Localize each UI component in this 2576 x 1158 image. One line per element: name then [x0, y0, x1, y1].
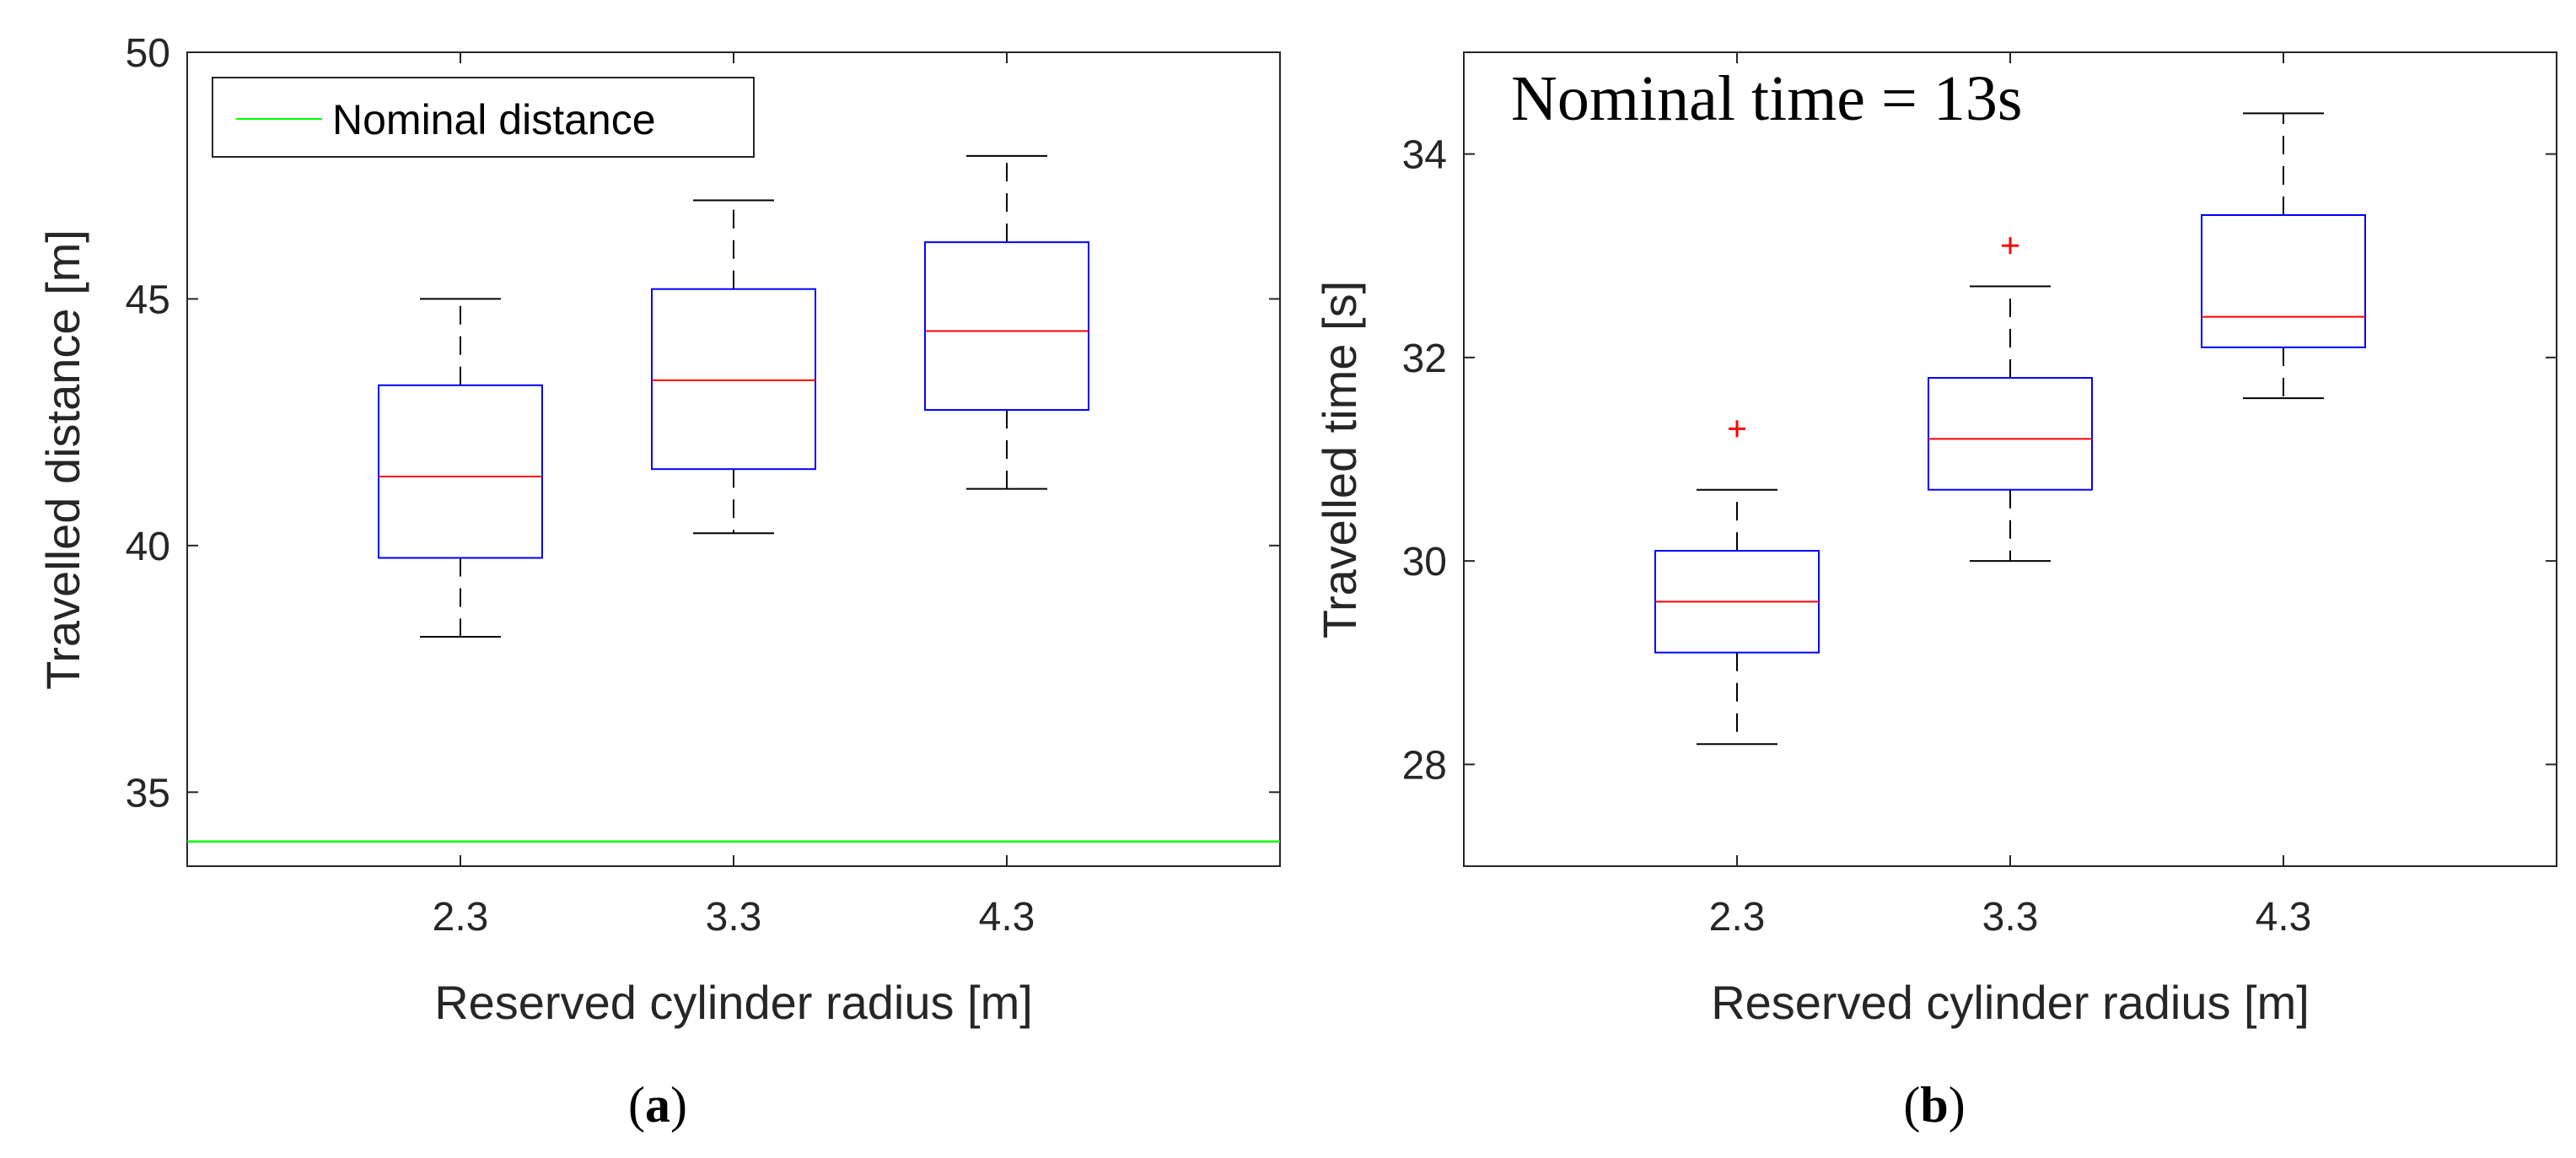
box-3.3 [1928, 237, 2093, 563]
iqr-box [378, 384, 543, 559]
x-tick-label: 2.3 [433, 895, 489, 940]
legend-a: Nominal distance [212, 77, 755, 158]
box-2.3 [1654, 420, 1820, 746]
panel-label-b-close: ) [1949, 1077, 1966, 1133]
iqr-box [2201, 214, 2366, 348]
y-axis-label-b: Travelled time [s] [1313, 281, 1366, 638]
y-tick-label: 32 [1402, 337, 1447, 381]
x-tick-label: 4.3 [2256, 895, 2312, 940]
panel-a-chart: 35 40 45 50 2.3 3.3 4.3 Nominal distance Reser… [36, 31, 1281, 1133]
panel-a-marks: 35 40 45 50 2.3 3.3 4.3 [126, 31, 1280, 940]
box-3.3 [651, 199, 816, 535]
x-tick-label: 2.3 [1709, 895, 1766, 940]
box-2.3 [378, 298, 543, 638]
panel-label-b-open: ( [1903, 1077, 1920, 1133]
iqr-box [924, 241, 1089, 412]
panel-label-b-letter: b [1920, 1077, 1948, 1133]
plot-area-a [186, 51, 1281, 867]
x-axis-label-a: Reserved cylinder radius [m] [434, 976, 1033, 1029]
panel-b-marks: 28 30 32 34 2.3 3.3 4.3 [1402, 52, 2557, 940]
x-tick-label: 3.3 [706, 895, 762, 940]
panel-label-a-close: ) [670, 1077, 687, 1133]
box-4.3 [924, 154, 1089, 490]
panel-b-chart: 28 30 32 34 2.3 3.3 4.3 Nominal time = 13s Res… [1313, 51, 2557, 1133]
y-tick-label: 35 [126, 771, 170, 816]
y-tick-label: 30 [1402, 540, 1447, 584]
panel-label-b: (b) [1903, 1077, 1965, 1133]
x-tick-label: 3.3 [1982, 895, 2039, 940]
annotation-nominal-time: Nominal time = 13s [1511, 63, 2022, 134]
y-tick-label: 28 [1402, 743, 1447, 788]
panel-label-a-letter: a [645, 1077, 670, 1133]
box-4.3 [2201, 112, 2366, 400]
panel-label-a-open: ( [628, 1077, 645, 1133]
legend-label-nominal-distance: Nominal distance [332, 96, 656, 143]
iqr-box [651, 288, 816, 471]
outlier-marker [2002, 237, 2019, 255]
x-axis-label-b: Reserved cylinder radius [m] [1711, 976, 2310, 1029]
x-tick-label: 4.3 [979, 895, 1035, 940]
plot-area-b [1463, 51, 2557, 867]
panel-label-a: (a) [628, 1077, 687, 1133]
outlier-marker [1729, 420, 1745, 438]
y-tick-label: 40 [126, 525, 170, 569]
y-tick-label: 50 [126, 31, 170, 76]
y-tick-label: 45 [126, 277, 170, 322]
legend-box [212, 77, 755, 158]
y-axis-label-a: Travelled distance [m] [36, 229, 89, 690]
y-tick-label: 34 [1402, 133, 1447, 178]
iqr-box [1928, 377, 2093, 491]
